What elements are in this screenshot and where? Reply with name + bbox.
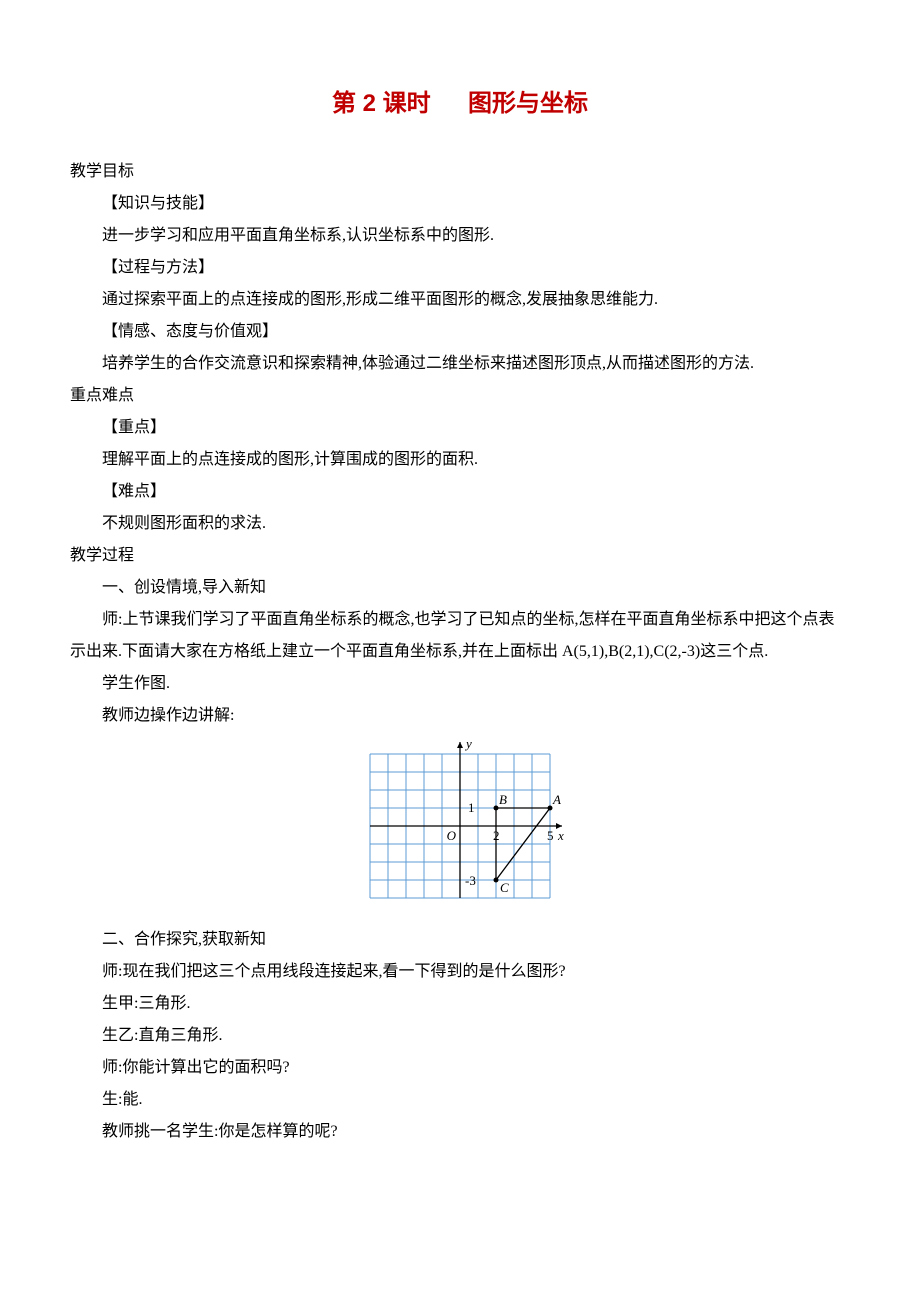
para-student-draw: 学生作图. (70, 668, 850, 700)
title-part1: 第 2 课时 (332, 90, 431, 117)
para-teacher-op: 教师边操作边讲解: (70, 700, 850, 732)
subheading-knowledge: 【知识与技能】 (70, 188, 850, 220)
page-title: 第 2 课时 图形与坐标 (70, 80, 850, 128)
svg-text:1: 1 (468, 800, 475, 815)
para-q3: 教师挑一名学生:你是怎样算的呢? (70, 1116, 850, 1148)
heading-goals: 教学目标 (70, 156, 850, 188)
svg-text:O: O (447, 828, 457, 843)
diagram-container: xyO125-3ABC (70, 740, 850, 912)
para-q1: 师:现在我们把这三个点用线段连接起来,看一下得到的是什么图形? (70, 956, 850, 988)
svg-text:y: y (464, 740, 472, 751)
subheading-key: 【重点】 (70, 412, 850, 444)
para-key: 理解平面上的点连接成的图形,计算围成的图形的面积. (70, 444, 850, 476)
svg-text:A: A (552, 792, 561, 807)
title-part2: 图形与坐标 (468, 90, 588, 117)
para-a1a: 生甲:三角形. (70, 988, 850, 1020)
para-knowledge: 进一步学习和应用平面直角坐标系,认识坐标系中的图形. (70, 220, 850, 252)
para-q2: 师:你能计算出它的面积吗? (70, 1052, 850, 1084)
svg-text:B: B (499, 792, 507, 807)
heading-keypoints: 重点难点 (70, 380, 850, 412)
subheading-difficult: 【难点】 (70, 476, 850, 508)
svg-text:5: 5 (547, 828, 554, 843)
para-a2: 生:能. (70, 1084, 850, 1116)
para-process: 通过探索平面上的点连接成的图形,形成二维平面图形的概念,发展抽象思维能力. (70, 284, 850, 316)
coordinate-diagram: xyO125-3ABC (356, 740, 564, 912)
svg-text:-3: -3 (465, 873, 476, 888)
svg-text:C: C (500, 880, 509, 895)
para-a1b: 生乙:直角三角形. (70, 1020, 850, 1052)
subheading-intro: 一、创设情境,导入新知 (70, 572, 850, 604)
svg-text:x: x (557, 828, 564, 843)
para-affect: 培养学生的合作交流意识和探索精神,体验通过二维坐标来描述图形顶点,从而描述图形的… (70, 348, 850, 380)
subheading-affect: 【情感、态度与价值观】 (70, 316, 850, 348)
subheading-explore: 二、合作探究,获取新知 (70, 924, 850, 956)
subheading-process: 【过程与方法】 (70, 252, 850, 284)
para-teacher-intro: 师:上节课我们学习了平面直角坐标系的概念,也学习了已知点的坐标,怎样在平面直角坐… (70, 604, 850, 668)
heading-process: 教学过程 (70, 540, 850, 572)
para-difficult: 不规则图形面积的求法. (70, 508, 850, 540)
